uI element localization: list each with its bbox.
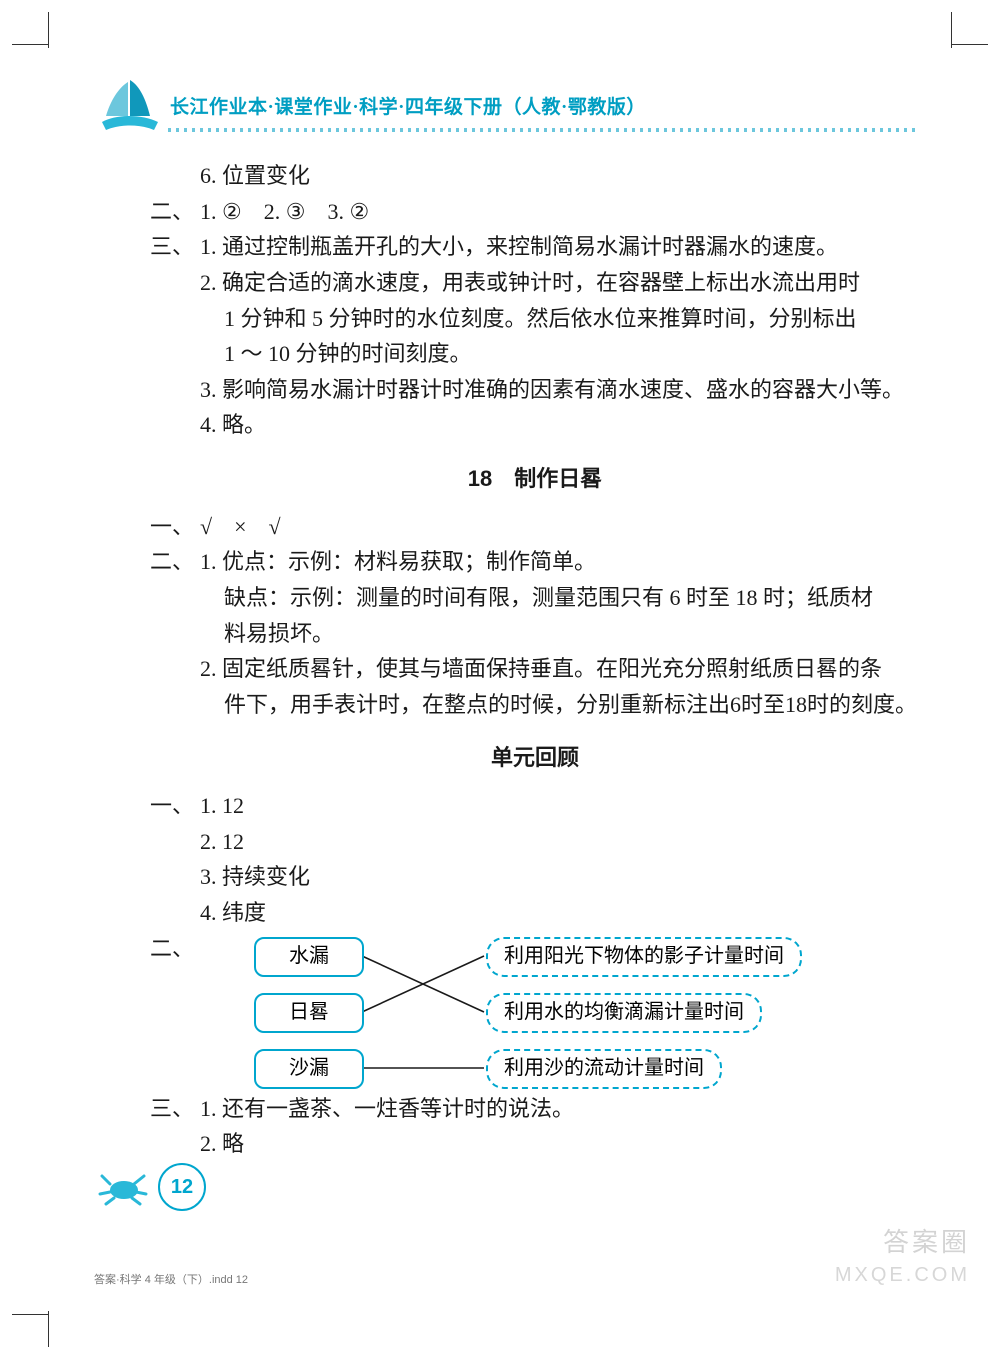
crop-mark: [12, 1314, 48, 1315]
match-left-box: 沙漏: [254, 1049, 364, 1089]
answer-line: 一、 1. 12: [150, 788, 920, 824]
text: 3. 持续变化: [200, 859, 920, 895]
matching-diagram: 水漏日晷沙漏 利用阳光下物体的影子计量时间利用水的均衡滴漏计量时间利用沙的流动计量…: [200, 931, 970, 1091]
answer-line: 二、 1. 优点：示例：材料易获取；制作简单。: [150, 544, 920, 580]
crop-mark: [48, 1311, 49, 1347]
group-label: 一、: [150, 509, 200, 545]
answer-line: 三、 1. 通过控制瓶盖开孔的大小，来控制简易水漏计时器漏水的速度。: [150, 229, 920, 265]
watermark-text: 答案圈: [883, 1222, 970, 1259]
footer-indd: 答案·科学 4 年级（下）.indd 12: [94, 1271, 248, 1287]
page-number: 12: [96, 1163, 206, 1211]
text: 1. 通过控制瓶盖开孔的大小，来控制简易水漏计时器漏水的速度。: [200, 229, 920, 265]
crop-mark: [952, 44, 988, 45]
header-divider: [168, 128, 920, 132]
answer-line: 一、 √ × √: [150, 509, 920, 545]
text: 2. 12: [200, 824, 920, 860]
text: 1. 12: [200, 788, 920, 824]
answer-line: 二、 1. ② 2. ③ 3. ②: [150, 194, 920, 230]
text: 1. 还有一盏茶、一炷香等计时的说法。: [200, 1091, 920, 1127]
content: 6. 位置变化 二、 1. ② 2. ③ 3. ② 三、 1. 通过控制瓶盖开孔…: [150, 158, 920, 1162]
match-right-box: 利用阳光下物体的影子计量时间: [486, 937, 802, 977]
crab-icon: [96, 1168, 148, 1206]
page-root: 长江作业本·课堂作业·科学·四年级下册（人教·鄂教版） 6. 位置变化 二、 1…: [0, 0, 1000, 1355]
text: 2. 确定合适的滴水速度，用表或钟计时，在容器壁上标出水流出用时: [200, 265, 920, 301]
text: 缺点：示例：测量的时间有限，测量范围只有 6 时至 18 时；纸质材: [200, 580, 920, 616]
page-number-value: 12: [158, 1163, 206, 1211]
answer-line: 3. 影响简易水漏计时器计时准确的因素有滴水速度、盛水的容器大小等。: [150, 372, 920, 408]
text: 1. 优点：示例：材料易获取；制作简单。: [200, 544, 920, 580]
answer-line: 1 分钟和 5 分钟时的水位刻度。然后依水位来推算时间，分别标出: [150, 301, 920, 337]
text: 1 ～ 10 分钟的时间刻度。: [200, 336, 920, 372]
answer-line: 缺点：示例：测量的时间有限，测量范围只有 6 时至 18 时；纸质材: [150, 580, 920, 616]
answer-line: 2. 确定合适的滴水速度，用表或钟计时，在容器壁上标出水流出用时: [150, 265, 920, 301]
answer-line: 件下，用手表计时，在整点的时候，分别重新标注出6时至18时的刻度。: [150, 687, 920, 723]
sailboat-icon: [98, 76, 162, 134]
text: 2. 固定纸质晷针，使其与墙面保持垂直。在阳光充分照射纸质日晷的条: [200, 651, 920, 687]
group-label: 三、: [150, 1091, 200, 1127]
text: √ × √: [200, 509, 920, 545]
header: 长江作业本·课堂作业·科学·四年级下册（人教·鄂教版）: [98, 82, 940, 128]
answer-line: 6. 位置变化: [150, 158, 920, 194]
group-label: 二、: [150, 931, 200, 1091]
match-right-box: 利用水的均衡滴漏计量时间: [486, 993, 762, 1033]
answer-line: 3. 持续变化: [150, 859, 920, 895]
text: 件下，用手表计时，在整点的时候，分别重新标注出6时至18时的刻度。: [200, 687, 920, 723]
header-title: 长江作业本·课堂作业·科学·四年级下册（人教·鄂教版）: [170, 92, 646, 119]
crop-mark: [48, 12, 49, 48]
section-title: 单元回顾: [150, 740, 920, 776]
text: 1 分钟和 5 分钟时的水位刻度。然后依水位来推算时间，分别标出: [200, 301, 920, 337]
answer-line: 4. 纬度: [150, 895, 920, 931]
text: 2. 略: [200, 1126, 920, 1162]
match-left-box: 水漏: [254, 937, 364, 977]
answer-line: 2. 略: [150, 1126, 920, 1162]
group-label: 三、: [150, 229, 200, 265]
watermark-url: MXQE.COM: [835, 1264, 970, 1287]
text: 6. 位置变化: [200, 158, 920, 194]
answer-line: 1 ～ 10 分钟的时间刻度。: [150, 336, 920, 372]
crop-mark: [951, 12, 952, 48]
answer-line: 二、 水漏日晷沙漏 利用阳光下物体的影子计量时间利用水的均衡滴漏计量时间利用沙的流…: [150, 931, 920, 1091]
section-title: 18 制作日晷: [150, 461, 920, 497]
answer-line: 料易损坏。: [150, 616, 920, 652]
text: 3. 影响简易水漏计时器计时准确的因素有滴水速度、盛水的容器大小等。: [200, 372, 920, 408]
match-right-box: 利用沙的流动计量时间: [486, 1049, 722, 1089]
match-left-box: 日晷: [254, 993, 364, 1033]
text: 4. 纬度: [200, 895, 920, 931]
answer-line: 三、 1. 还有一盏茶、一炷香等计时的说法。: [150, 1091, 920, 1127]
answer-line: 4. 略。: [150, 407, 920, 443]
text: 1. ② 2. ③ 3. ②: [200, 194, 920, 230]
text: 4. 略。: [200, 407, 920, 443]
group-label: 二、: [150, 194, 200, 230]
answer-line: 2. 12: [150, 824, 920, 860]
answer-line: 2. 固定纸质晷针，使其与墙面保持垂直。在阳光充分照射纸质日晷的条: [150, 651, 920, 687]
crop-mark: [12, 44, 48, 45]
group-label: 二、: [150, 544, 200, 580]
group-label: 一、: [150, 788, 200, 824]
text: 料易损坏。: [200, 616, 920, 652]
